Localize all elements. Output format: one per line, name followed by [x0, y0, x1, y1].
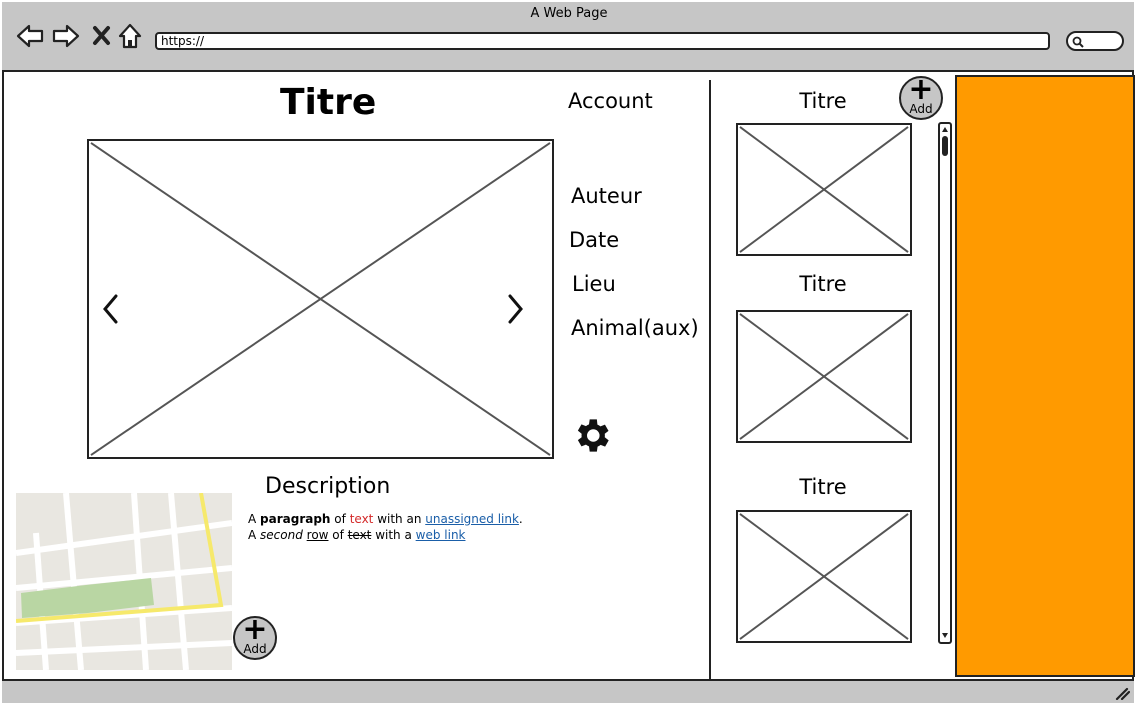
image-placeholder-icon: [739, 126, 909, 253]
chevron-left-icon[interactable]: [101, 293, 121, 325]
location-map[interactable]: [16, 493, 232, 670]
text-run: of: [328, 528, 348, 542]
image-carousel: [87, 139, 554, 459]
plus-icon: +: [242, 612, 268, 647]
plus-icon: +: [908, 72, 934, 107]
scroll-down-icon[interactable]: [941, 632, 949, 640]
gear-icon[interactable]: [570, 414, 613, 457]
map-image: [16, 493, 232, 670]
status-bar: [2, 679, 1134, 703]
close-icon[interactable]: [88, 22, 116, 50]
sidebar-scrollbar[interactable]: [938, 122, 952, 644]
window-title: A Web Page: [530, 6, 608, 21]
author-label: Auteur: [571, 184, 642, 208]
date-label: Date: [569, 228, 620, 252]
account-link[interactable]: Account: [568, 89, 653, 113]
add-label: Add: [243, 642, 267, 656]
strikethrough-text: text: [347, 528, 372, 542]
page-title: Titre: [280, 82, 377, 123]
sidebar-item-image[interactable]: [736, 510, 912, 643]
description-paragraph-1: A paragraph of text with an unassigned l…: [248, 512, 523, 526]
scroll-up-icon[interactable]: [941, 125, 949, 133]
bold-text: paragraph: [260, 512, 331, 526]
sidebar-item-image[interactable]: [736, 123, 912, 256]
text-run: .: [518, 512, 523, 526]
column-divider: [709, 80, 711, 684]
search-field[interactable]: [1066, 31, 1124, 51]
resize-grip-icon[interactable]: [1114, 686, 1130, 700]
web-link[interactable]: web link: [415, 528, 466, 542]
red-text: text: [349, 512, 374, 526]
add-location-button[interactable]: + Add: [233, 612, 277, 660]
text-run: with a: [371, 528, 416, 542]
sidebar-item-title: Titre: [799, 89, 847, 113]
text-run: A: [248, 512, 261, 526]
search-icon: [1072, 36, 1084, 48]
home-icon[interactable]: [116, 22, 144, 50]
back-icon[interactable]: [16, 22, 44, 50]
add-item-button[interactable]: + Add: [899, 72, 943, 120]
description-paragraph-2: A second row of text with a web link: [248, 528, 466, 542]
sidebar-item-title: Titre: [799, 475, 847, 499]
orange-side-panel: [955, 75, 1135, 677]
scrollbar-thumb[interactable]: [942, 136, 948, 156]
sidebar-item-image[interactable]: [736, 310, 912, 443]
italic-text: second: [260, 528, 303, 542]
text-run: of: [330, 512, 350, 526]
image-placeholder-icon: [739, 513, 909, 640]
add-label: Add: [909, 102, 933, 116]
url-input[interactable]: https://: [155, 32, 1050, 50]
animals-label: Animal(aux): [571, 316, 699, 340]
unassigned-link[interactable]: unassigned link: [425, 512, 519, 526]
image-placeholder-icon: [739, 313, 909, 440]
description-title: Description: [265, 474, 391, 499]
text-run: A: [248, 528, 261, 542]
underlined-text: row: [306, 528, 329, 542]
chevron-right-icon[interactable]: [505, 293, 525, 325]
text-run: with an: [373, 512, 426, 526]
image-placeholder-icon: [90, 142, 551, 456]
location-label: Lieu: [572, 272, 616, 296]
forward-icon[interactable]: [52, 22, 80, 50]
sidebar-item-title: Titre: [799, 272, 847, 296]
